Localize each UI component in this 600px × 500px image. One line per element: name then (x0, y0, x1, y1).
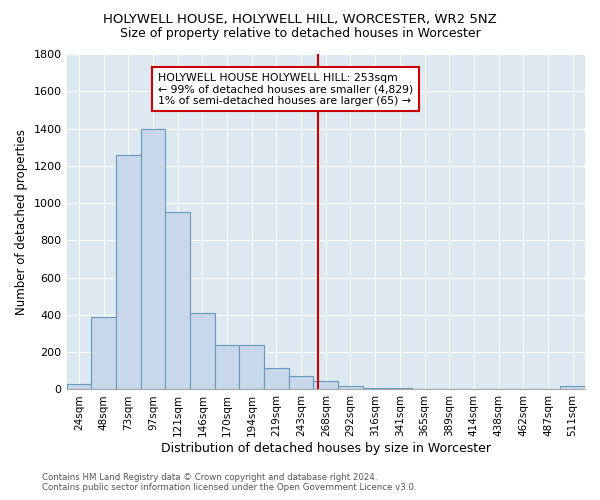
Bar (165, 212, 190, 390)
Bar (140, 128, 165, 390)
Bar (264, 368, 289, 390)
Bar (363, 388, 388, 390)
Bar (91, 317, 116, 390)
Bar (536, 388, 560, 390)
Bar (190, 313, 215, 390)
Bar (239, 344, 264, 390)
Bar (461, 388, 486, 390)
Bar (560, 386, 585, 390)
Bar (338, 386, 363, 390)
Bar (388, 388, 412, 390)
Bar (437, 388, 461, 390)
Y-axis label: Number of detached properties: Number of detached properties (15, 128, 28, 314)
Bar (486, 388, 511, 390)
Bar (313, 381, 338, 390)
Bar (412, 388, 437, 390)
Bar (116, 154, 140, 390)
Bar (215, 344, 239, 390)
Text: HOLYWELL HOUSE, HOLYWELL HILL, WORCESTER, WR2 5NZ: HOLYWELL HOUSE, HOLYWELL HILL, WORCESTER… (103, 12, 497, 26)
Text: Size of property relative to detached houses in Worcester: Size of property relative to detached ho… (119, 28, 481, 40)
Bar (289, 376, 313, 390)
Text: HOLYWELL HOUSE HOLYWELL HILL: 253sqm
← 99% of detached houses are smaller (4,829: HOLYWELL HOUSE HOLYWELL HILL: 253sqm ← 9… (158, 72, 413, 106)
Bar (67, 384, 91, 390)
X-axis label: Distribution of detached houses by size in Worcester: Distribution of detached houses by size … (161, 442, 491, 455)
Text: Contains HM Land Registry data © Crown copyright and database right 2024.
Contai: Contains HM Land Registry data © Crown c… (42, 473, 416, 492)
Bar (511, 388, 536, 390)
